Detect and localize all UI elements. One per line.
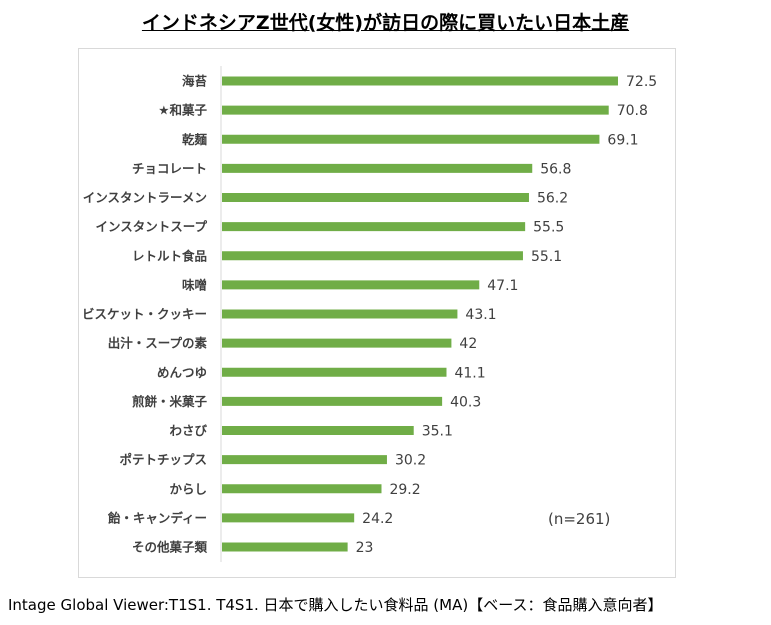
data-label: 55.1	[531, 249, 562, 265]
bar	[222, 134, 600, 144]
bar	[222, 309, 458, 319]
category-label: インスタントラーメン	[83, 190, 207, 205]
source-footer: Intage Global Viewer:T1S1. T4S1. 日本で購入した…	[8, 596, 663, 614]
data-label: 43.1	[465, 307, 496, 323]
bar	[222, 105, 609, 115]
bar	[222, 542, 348, 552]
data-label: 69.1	[607, 132, 638, 148]
category-label: 出汁・スープの素	[108, 336, 208, 351]
category-label: その他菓子類	[132, 540, 208, 555]
data-label: 40.3	[450, 394, 481, 410]
chart-area	[78, 48, 676, 578]
data-label: 70.8	[617, 103, 648, 119]
category-label: 飴・キャンディー	[107, 510, 207, 525]
data-label: 42	[459, 336, 477, 352]
bar	[222, 163, 533, 173]
bar	[222, 367, 447, 377]
category-label: めんつゆ	[157, 365, 207, 380]
bar	[222, 513, 355, 523]
category-label: チョコレート	[132, 161, 207, 176]
category-label: 海苔	[182, 74, 207, 89]
bar	[222, 396, 443, 406]
bar	[222, 426, 414, 435]
bar	[222, 484, 382, 494]
bar	[222, 222, 526, 232]
data-label: 56.8	[540, 161, 571, 177]
data-label: 55.5	[533, 220, 564, 236]
bar	[222, 338, 452, 348]
data-label: 35.1	[422, 424, 453, 440]
data-label: 23	[356, 540, 374, 556]
category-label: ポテトチップス	[119, 452, 207, 467]
bar	[222, 280, 480, 290]
chart-title: インドネシアZ世代(女性)が訪日の際に買いたい日本土産	[141, 12, 630, 34]
category-label: インスタントスープ	[95, 219, 207, 234]
bar	[222, 455, 387, 465]
category-label: からし	[169, 481, 207, 496]
bar	[222, 76, 618, 86]
data-label: 72.5	[626, 74, 657, 90]
bar	[222, 193, 529, 202]
category-label: わさび	[169, 423, 207, 438]
data-label: 47.1	[487, 278, 518, 294]
data-label: 29.2	[389, 482, 420, 498]
category-label: ★和菓子	[158, 103, 207, 118]
category-label: ビスケット・クッキー	[82, 307, 207, 322]
category-label: 味噌	[182, 277, 207, 292]
category-label: レトルト食品	[132, 248, 207, 263]
category-label: 乾麺	[182, 132, 208, 147]
data-label: 56.2	[537, 191, 568, 207]
category-label: 煎餅・米菓子	[132, 394, 208, 409]
sample-size-annotation: (n=261)	[548, 510, 611, 528]
bar	[222, 251, 523, 261]
data-label: 41.1	[454, 365, 485, 381]
data-label: 30.2	[395, 453, 426, 469]
data-label: 24.2	[362, 511, 393, 527]
